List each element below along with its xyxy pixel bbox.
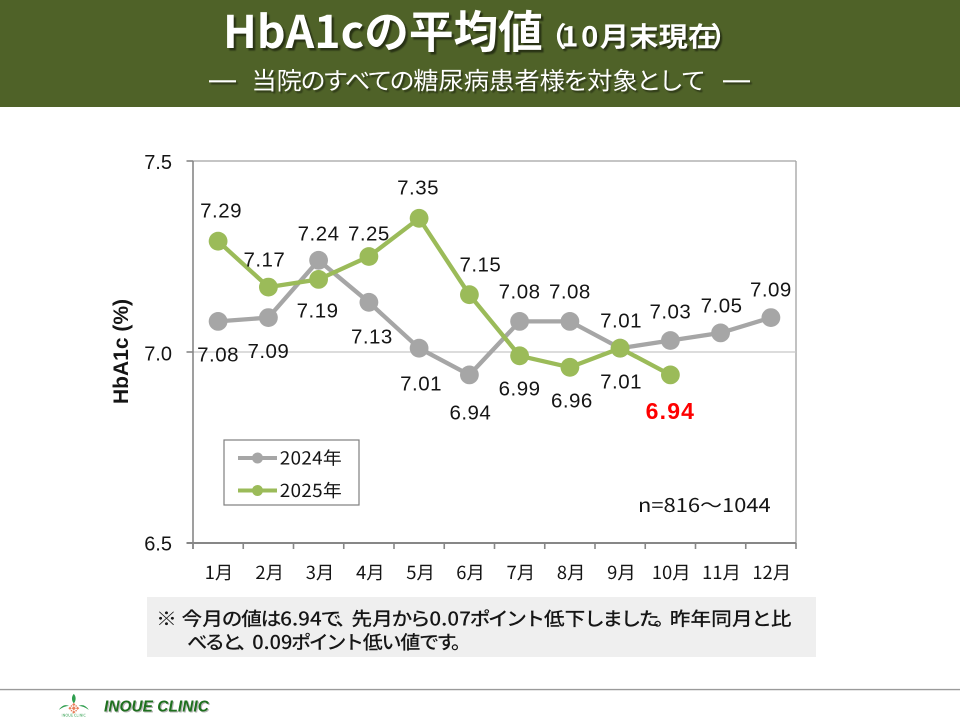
svg-text:7.35: 7.35	[397, 176, 439, 199]
svg-text:HbA1c (%): HbA1c (%)	[110, 299, 133, 404]
svg-text:7.01: 7.01	[600, 309, 642, 332]
svg-text:7.09: 7.09	[247, 340, 289, 363]
svg-text:7.03: 7.03	[649, 300, 691, 323]
svg-text:7.17: 7.17	[243, 248, 285, 271]
svg-text:7.08: 7.08	[549, 280, 591, 303]
svg-text:7.08: 7.08	[499, 280, 541, 303]
svg-text:7.15: 7.15	[459, 253, 501, 276]
svg-text:7.19: 7.19	[297, 299, 339, 322]
svg-text:7.09: 7.09	[750, 278, 792, 301]
svg-text:6.94: 6.94	[449, 401, 491, 424]
svg-text:7.29: 7.29	[200, 199, 242, 222]
svg-text:INOUE CLINIC: INOUE CLINIC	[105, 700, 211, 717]
svg-text:6.94: 6.94	[646, 398, 696, 424]
svg-text:7.01: 7.01	[400, 372, 442, 395]
svg-text:7.13: 7.13	[351, 325, 393, 348]
svg-text:6.5: 6.5	[144, 534, 172, 556]
svg-text:7.05: 7.05	[701, 294, 743, 317]
svg-text:INOUE CLINIC: INOUE CLINIC	[104, 699, 210, 716]
svg-text:6.96: 6.96	[551, 389, 593, 412]
svg-text:7.5: 7.5	[144, 152, 172, 174]
svg-text:7.25: 7.25	[348, 222, 390, 245]
svg-text:7.24: 7.24	[298, 222, 340, 245]
svg-text:7.08: 7.08	[197, 343, 239, 366]
svg-text:6.99: 6.99	[499, 377, 541, 400]
svg-text:7.01: 7.01	[600, 370, 642, 393]
svg-text:7.0: 7.0	[144, 344, 172, 366]
